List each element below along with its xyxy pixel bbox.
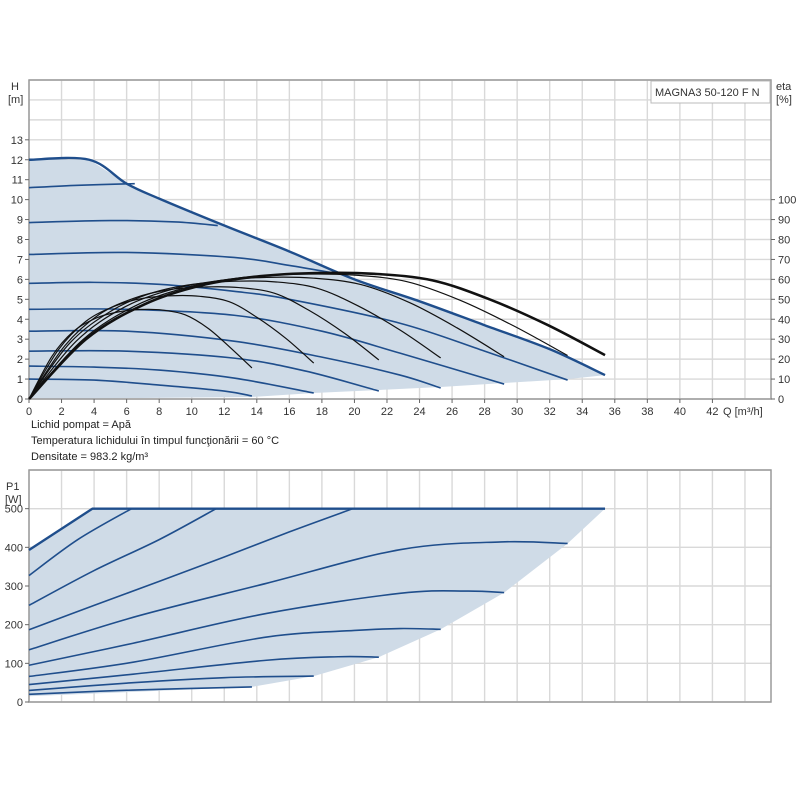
- head-curve-4: [28, 251, 331, 274]
- efficiency-curve-2: [28, 294, 315, 400]
- y-tick-label: 100: [5, 658, 23, 670]
- y2-tick-label: 70: [778, 254, 790, 266]
- density-note: Densitate = 983.2 kg/m³: [31, 451, 149, 463]
- y2-tick-label: 90: [778, 215, 790, 227]
- x-tick-label: 4: [91, 406, 97, 418]
- x-tick-label: 32: [544, 406, 556, 418]
- y-tick-label: 8: [17, 235, 23, 247]
- head-curve-8: [28, 349, 380, 392]
- y2-tick-label: 40: [778, 314, 790, 326]
- x-tick-label: 38: [641, 406, 653, 418]
- x-tick-label: 30: [511, 406, 523, 418]
- x-tick-label: 20: [348, 406, 360, 418]
- y2-axis-unit-eta: [%]: [776, 94, 792, 106]
- x-tick-label: 22: [381, 406, 393, 418]
- y-tick-label: 13: [11, 135, 23, 147]
- y-tick-label: 300: [5, 581, 23, 593]
- head-curve-10: [28, 378, 253, 397]
- pumped-liquid-note: Lichid pompat = Apă: [31, 419, 131, 431]
- power-curve-10: [28, 686, 252, 696]
- power-curve-4: [28, 507, 354, 631]
- power-curve-6: [28, 590, 505, 667]
- liquid-temperature-note: Temperatura lichidului în timpul funcţio…: [31, 435, 280, 447]
- y-axis-unit-p1: [W]: [5, 494, 22, 506]
- efficiency-curve-1: [28, 308, 253, 400]
- efficiency-curve-3: [28, 286, 380, 400]
- head-curve-9: [28, 365, 314, 394]
- x-tick-label: 16: [283, 406, 295, 418]
- efficiency-curve-4: [28, 280, 442, 400]
- efficiency-curve-5: [28, 276, 505, 400]
- power-curve-2: [28, 507, 132, 577]
- x-tick-label: 18: [316, 406, 328, 418]
- x-tick-label: 28: [478, 406, 490, 418]
- x-tick-label: 26: [446, 406, 458, 418]
- power-curve-9: [28, 675, 314, 692]
- head-curve-1: [28, 156, 606, 377]
- x-tick-label: 0: [26, 406, 32, 418]
- head-efficiency-plot: 0102030405060708090100012345678910111213…: [11, 79, 796, 418]
- y2-tick-label: 80: [778, 235, 790, 247]
- y-tick-label: 7: [17, 254, 23, 266]
- power-curve-7: [28, 627, 441, 678]
- x-axis-label: Q [m³/h]: [723, 406, 763, 418]
- x-tick-label: 12: [218, 406, 230, 418]
- y-axis-label-p1: P1: [6, 481, 19, 493]
- y2-tick-label: 50: [778, 294, 790, 306]
- x-tick-label: 24: [413, 406, 425, 418]
- y-tick-label: 0: [17, 394, 23, 406]
- y2-tick-label: 20: [778, 354, 790, 366]
- y-tick-label: 0: [17, 697, 23, 709]
- y-tick-label: 400: [5, 542, 23, 554]
- power-curve-5: [28, 540, 568, 651]
- y2-tick-label: 60: [778, 274, 790, 286]
- y-tick-label: 9: [17, 215, 23, 227]
- x-tick-label: 36: [609, 406, 621, 418]
- y-tick-label: 12: [11, 155, 23, 167]
- head-curve-3: [28, 219, 218, 227]
- model-title-box: MAGNA3 50-120 F N: [650, 80, 771, 104]
- y-tick-label: 2: [17, 354, 23, 366]
- x-tick-label: 8: [156, 406, 162, 418]
- x-tick-label: 10: [186, 406, 198, 418]
- y-tick-label: 3: [17, 334, 23, 346]
- x-tick-label: 40: [674, 406, 686, 418]
- y2-tick-label: 30: [778, 334, 790, 346]
- power-curve-3: [28, 507, 217, 607]
- operating-range-area: [29, 159, 606, 399]
- y-tick-label: 10: [11, 195, 23, 207]
- head-curve-2: [28, 182, 135, 189]
- y-axis-unit-h: [m]: [8, 94, 23, 106]
- power-plot: 0 100 200 300 400 500: [5, 469, 772, 709]
- y-tick-label: 1: [17, 374, 23, 386]
- head-curve-7: [28, 329, 441, 389]
- y2-tick-label: 100: [778, 195, 796, 207]
- power-curve-1: [28, 507, 606, 552]
- y2-tick-label: 10: [778, 374, 790, 386]
- x-tick-label: 34: [576, 406, 588, 418]
- y-tick-label: 11: [12, 175, 23, 187]
- y2-tick-label: 0: [778, 394, 784, 406]
- y-tick-label: 5: [17, 294, 23, 306]
- y-tick-label: 200: [5, 620, 23, 632]
- head-curve-5: [28, 281, 568, 381]
- y-tick-label: 6: [17, 274, 23, 286]
- y-axis-label-h: H: [11, 81, 19, 93]
- y2-axis-label-eta: eta: [776, 81, 792, 93]
- y-tick-label: 4: [17, 314, 23, 326]
- efficiency-curve-7: [28, 271, 606, 400]
- model-title: MAGNA3 50-120 F N: [655, 87, 760, 99]
- operating-range-area: [29, 508, 606, 697]
- x-tick-label: 2: [58, 406, 64, 418]
- y-tick-label: 500: [5, 504, 23, 516]
- x-tick-label: 6: [124, 406, 130, 418]
- power-curve-8: [28, 655, 379, 686]
- x-tick-label: 14: [251, 406, 263, 418]
- x-tick-label: 42: [706, 406, 718, 418]
